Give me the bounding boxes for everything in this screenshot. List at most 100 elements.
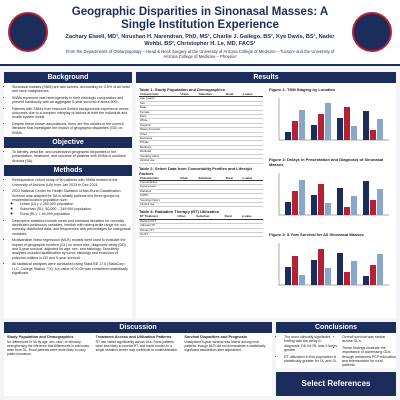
decorative-bar bbox=[311, 260, 317, 285]
column-header: Suburban bbox=[195, 215, 224, 220]
figure bbox=[278, 173, 389, 216]
decorative-bar bbox=[351, 261, 357, 285]
cell bbox=[197, 198, 225, 203]
cell bbox=[197, 105, 226, 111]
row: White bbox=[139, 118, 263, 124]
bullet: 2023 National Center for Health Statisti… bbox=[12, 189, 132, 216]
cell bbox=[241, 127, 263, 133]
section-heading: Discussion bbox=[4, 322, 272, 333]
column-header: p-value bbox=[241, 176, 263, 181]
cell bbox=[225, 149, 242, 155]
cell bbox=[241, 202, 263, 208]
decorative-bar bbox=[377, 119, 383, 140]
cell bbox=[225, 118, 242, 124]
discussion-subheading: Treatment Access and Utilization Pattern… bbox=[95, 335, 172, 339]
figure-title: Figure 1: TNM Staging by Location bbox=[269, 87, 335, 92]
cell bbox=[179, 127, 198, 133]
column-header: Rural bbox=[223, 215, 241, 220]
authors: Zachary Elwell, MD¹, Nirushan H. Narendr… bbox=[65, 34, 335, 47]
section-heading: Conclusions bbox=[276, 322, 396, 333]
cell bbox=[241, 193, 263, 199]
row-label: Diabetes bbox=[139, 189, 179, 195]
column-header: Suburban bbox=[197, 92, 226, 98]
figure-title: Figure 2: Delays in Presentation and Dia… bbox=[269, 157, 384, 167]
column-header: Urban bbox=[179, 92, 198, 98]
bullet: Overall survival was similar across GL's… bbox=[342, 335, 396, 344]
sub-bullet: Rural (RL): < 49,999 population bbox=[20, 212, 132, 216]
column-header: Urban bbox=[178, 176, 198, 181]
discussion: Discussion Study Population and Demograp… bbox=[4, 322, 272, 396]
cell bbox=[225, 158, 242, 164]
decorative-bar bbox=[370, 130, 376, 140]
cell bbox=[179, 114, 198, 120]
cell bbox=[241, 110, 263, 116]
section-heading: Methods bbox=[4, 165, 132, 177]
decorative-bar bbox=[370, 200, 376, 215]
row: Insurance bbox=[139, 136, 263, 142]
cell bbox=[241, 118, 263, 124]
cell bbox=[223, 223, 241, 229]
cell bbox=[225, 132, 242, 138]
cell bbox=[225, 136, 242, 142]
decorative-bar bbox=[344, 272, 350, 285]
cell bbox=[197, 136, 226, 142]
row-label: Alcohol use bbox=[139, 202, 179, 208]
row: Hispanic bbox=[139, 123, 263, 129]
section-heading: Background bbox=[4, 72, 132, 83]
table: Characteristic Urban Suburban Rural p-value C… bbox=[139, 176, 263, 208]
row: No RT bbox=[139, 232, 263, 238]
cell bbox=[241, 96, 263, 102]
bullet: RT utilization in this population is sta… bbox=[284, 355, 338, 364]
decorative-bar bbox=[363, 276, 369, 285]
discussion-column: Study Population and Demographics No diff… bbox=[7, 335, 92, 359]
cell bbox=[197, 189, 225, 195]
bullet-list: Sinonasal masses (SNM) are rare tumors, … bbox=[4, 85, 132, 135]
bullet-list: To identify, describe, and understand ge… bbox=[4, 150, 132, 163]
decorative-bar bbox=[285, 132, 291, 140]
column-header: p-value bbox=[241, 92, 263, 98]
cell bbox=[224, 189, 242, 195]
row-label: Race bbox=[139, 114, 180, 120]
row: Sex bbox=[139, 101, 263, 107]
cell bbox=[225, 140, 242, 146]
header-row: Characteristic Urban Suburban Rural p-value bbox=[139, 176, 263, 181]
cell bbox=[197, 180, 225, 186]
cell bbox=[176, 228, 196, 234]
left-column: Background Sinonasal masses (SNM) are ra… bbox=[4, 72, 132, 318]
cell bbox=[178, 198, 198, 203]
row: COPD bbox=[139, 193, 263, 199]
cell bbox=[225, 114, 242, 120]
bullet: Patients with SNMs from resource-limited… bbox=[12, 107, 132, 120]
cell bbox=[225, 105, 242, 111]
figure-title: Figure 3: 5-Year Survival for All Sinona… bbox=[269, 232, 364, 237]
sub-bullet: Urban (UL): ≥ 250,000 population bbox=[20, 202, 132, 206]
cell bbox=[225, 101, 242, 107]
cell bbox=[179, 123, 198, 129]
bullet: To identify, describe, and understand ge… bbox=[12, 150, 132, 163]
column-header: Characteristic bbox=[139, 92, 180, 98]
row: Medicaid bbox=[139, 149, 263, 155]
section-heading: Objective bbox=[4, 137, 132, 149]
cell bbox=[197, 96, 226, 102]
cell bbox=[197, 114, 226, 120]
bullet: These findings illustrate the importance… bbox=[342, 346, 396, 368]
affiliations: From the Departments of Otolaryngology –… bbox=[65, 49, 335, 59]
row: Alcohol use bbox=[139, 202, 263, 208]
cell bbox=[225, 123, 242, 129]
sub-bullet: Suburban (SL): 50,000 – 249,999 populati… bbox=[20, 207, 132, 211]
row-label: Medicaid bbox=[139, 149, 180, 155]
decorative-bar bbox=[325, 203, 331, 215]
cell bbox=[241, 105, 263, 111]
cell bbox=[197, 123, 226, 129]
cell bbox=[179, 110, 198, 116]
decorative-bar bbox=[325, 103, 331, 140]
cell bbox=[240, 219, 263, 225]
decorative-bar bbox=[311, 195, 317, 215]
cell bbox=[225, 110, 242, 116]
cell bbox=[179, 136, 198, 142]
column-header: Rural bbox=[224, 176, 242, 181]
header-row: Characteristic Urban Suburban Rural p-value bbox=[139, 92, 263, 98]
cell bbox=[224, 202, 242, 208]
bullet: All statistical analyses were conducted … bbox=[12, 262, 132, 275]
